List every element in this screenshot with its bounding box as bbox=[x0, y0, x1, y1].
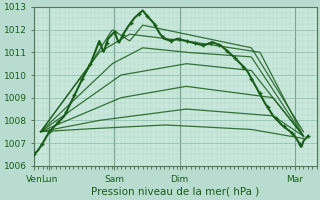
X-axis label: Pression niveau de la mer( hPa ): Pression niveau de la mer( hPa ) bbox=[91, 187, 260, 197]
